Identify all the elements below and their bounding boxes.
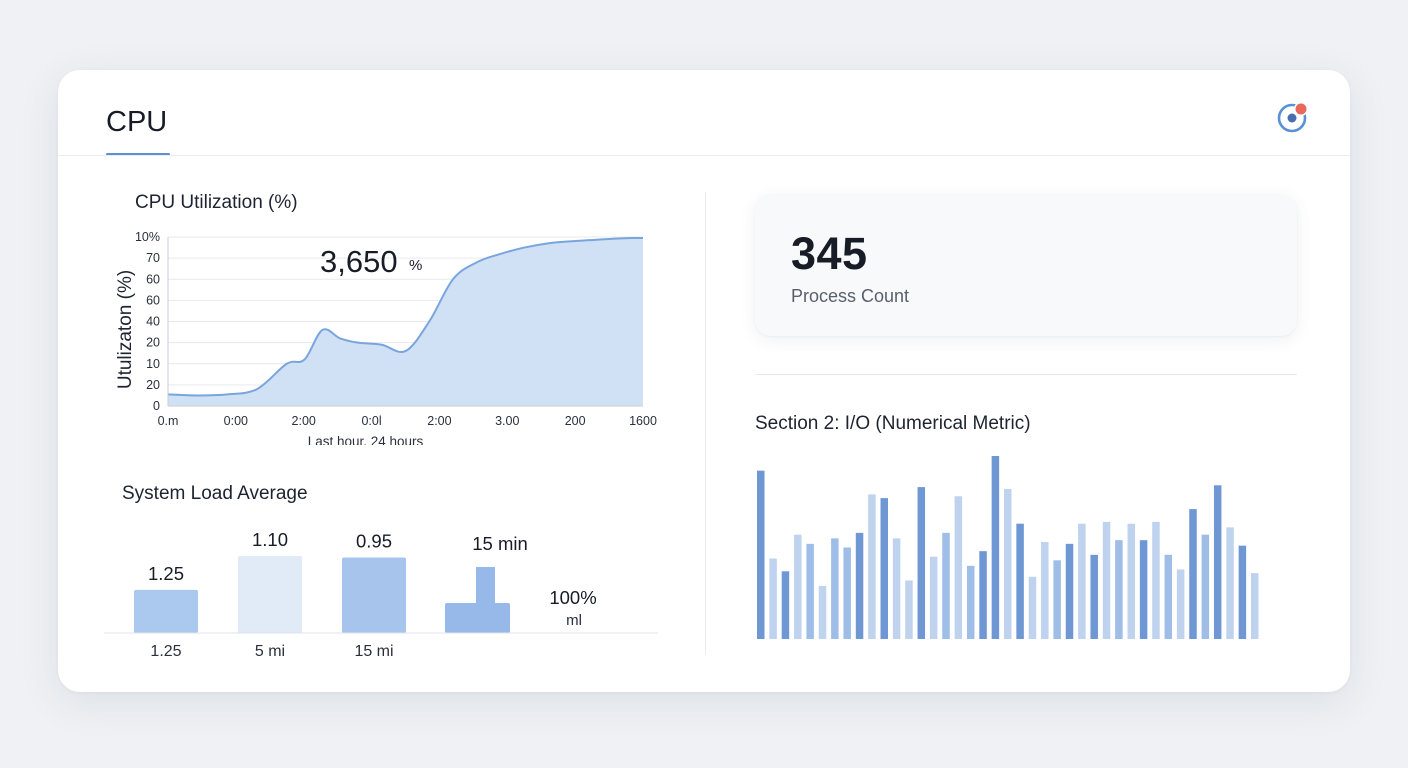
io-bar-chart (757, 456, 1259, 639)
io-bar (769, 558, 777, 639)
x-axis-title: Last hour, 24 hours (308, 434, 424, 445)
y-tick-label: 60 (146, 293, 160, 307)
x-tick-label: 3.00 (495, 414, 519, 428)
load-category-label: 5 mi (255, 643, 285, 660)
load-value-label: 0.95 (356, 531, 392, 552)
y-tick-label: 70 (146, 251, 160, 265)
load-bar (342, 557, 406, 633)
io-bar (1201, 534, 1210, 639)
x-tick-label: 0.m (158, 414, 179, 428)
io-bar (917, 487, 926, 639)
y-tick-label: 0 (153, 399, 160, 413)
io-bar (818, 585, 827, 639)
cpu-chart-title: CPU Utilization (%) (135, 192, 298, 213)
y-axis-title: Utulizaton (%) (115, 270, 136, 389)
io-bar (781, 571, 790, 639)
io-bar (1139, 540, 1148, 639)
io-bar (1176, 569, 1185, 639)
io-bar (1053, 560, 1061, 639)
io-bar (1115, 540, 1123, 639)
y-tick-label: 20 (146, 378, 160, 392)
x-tick-label: 2:00 (427, 414, 451, 428)
process-count-value: 345 (791, 228, 868, 279)
cpu-utilization-chart: 0 20 10 20 40 60 60 70 10% 0.m 0:00 2:00 0:0l 2:00 3.0… (115, 230, 657, 445)
io-bar (1065, 543, 1074, 639)
io-bar (1226, 527, 1234, 639)
load-chart-title: System Load Average (122, 483, 308, 504)
load-category-label: 15 mi (354, 643, 393, 660)
cpu-annotation-unit: % (409, 257, 422, 274)
io-bar (1004, 488, 1012, 639)
process-count-card: 345 Process Count (755, 194, 1297, 336)
panel-divider (705, 192, 706, 654)
io-bar (1164, 554, 1173, 639)
io-bar (1028, 576, 1037, 639)
load-value-label: 1.10 (252, 529, 288, 550)
load-15min-label: 15 min (472, 533, 528, 554)
io-bar (966, 565, 975, 639)
load-bar (134, 589, 198, 633)
x-tick-label: 0:00 (224, 414, 248, 428)
y-tick-label: 40 (146, 315, 160, 329)
io-bar (855, 532, 864, 639)
load-bar (238, 556, 302, 633)
x-tick-label: 0:0l (361, 414, 381, 428)
io-bar (880, 498, 888, 639)
io-bar (905, 580, 913, 639)
io-bar (1078, 523, 1086, 639)
io-bar (1127, 523, 1135, 639)
load-15min-bar (445, 603, 510, 633)
cpu-annotation-value: 3,650 (320, 244, 398, 279)
io-bar (991, 456, 1000, 639)
x-tick-label: 200 (565, 414, 586, 428)
io-bar (1238, 545, 1247, 639)
system-load-chart: 1.25 1.25 1.10 5 mi 0.95 15 mi 15 min 100% ml (104, 529, 658, 660)
io-bar (1152, 521, 1160, 639)
io-bar (843, 547, 851, 639)
io-bar (1189, 509, 1197, 639)
io-bar (868, 494, 876, 639)
io-bar (929, 556, 938, 639)
io-bar (1016, 523, 1024, 639)
y-tick-label: 10% (135, 230, 160, 244)
io-bar (1251, 573, 1259, 639)
io-bar (831, 538, 839, 639)
cpu-series-line (167, 236, 644, 397)
load-unit-label: ml (566, 612, 582, 629)
io-bar (794, 534, 802, 639)
load-category-label: 1.25 (150, 643, 181, 660)
y-tick-label: 20 (146, 336, 160, 350)
header-divider (58, 155, 1350, 156)
y-tick-label: 60 (146, 272, 160, 286)
io-bar (942, 532, 950, 639)
process-count-label: Process Count (791, 286, 910, 306)
io-bar (979, 551, 987, 639)
status-icon[interactable] (1274, 98, 1314, 138)
load-15min-peak (476, 567, 495, 605)
io-bar (1041, 542, 1049, 639)
io-chart-title: Section 2: I/O (Numerical Metric) (755, 413, 1031, 434)
io-bar (1102, 521, 1111, 639)
io-bar (954, 496, 963, 639)
io-bar (806, 543, 814, 639)
io-bar (1213, 485, 1222, 639)
notification-badge (1295, 103, 1307, 115)
io-bar (1090, 554, 1098, 639)
y-tick-label: 10 (146, 357, 160, 371)
section-divider (755, 374, 1297, 375)
load-value-label: 1.25 (148, 563, 184, 584)
x-tick-label: 2:00 (292, 414, 316, 428)
active-tab-indicator (106, 153, 170, 156)
cpu-dashboard-card: CPU CPU Utilization (%) 0 20 10 20 40 60 60 70 1… (58, 70, 1350, 692)
load-percent-label: 100% (549, 587, 596, 608)
x-tick-label: 1600 (629, 414, 657, 428)
io-bar (757, 470, 765, 639)
page-title[interactable]: CPU (106, 106, 168, 138)
io-bar (892, 538, 901, 639)
